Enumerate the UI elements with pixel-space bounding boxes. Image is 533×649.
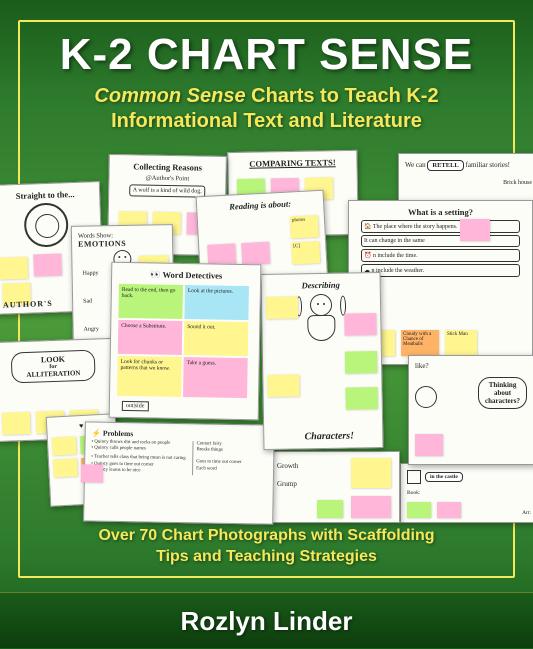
chart-bottom-right: in the castle Book: Art: <box>400 463 533 523</box>
chart-thinking: like? Thinking about characters? <box>408 355 533 465</box>
chart-problems: ⚡ Problems • Quincy throws dirt and rock… <box>83 421 275 524</box>
chart-describing: Describing Characters! <box>260 272 383 450</box>
chart-growth: Growth Grump <box>270 451 400 523</box>
alliteration-cloud: LOOK for ALLITERATION <box>11 350 96 384</box>
subtitle-italic: Common Sense <box>94 85 245 107</box>
subtitle-line2: Informational Text and Literature <box>111 110 422 132</box>
subtitle: Common Sense Charts to Teach K-2 Informa… <box>30 84 503 134</box>
bottom-tagline: Over 70 Chart Photographs with Scaffoldi… <box>0 526 533 568</box>
author-name: Rozlyn Linder <box>181 606 353 636</box>
chart-detectives: 👀 Word Detectives Read to the end, then … <box>109 262 262 421</box>
main-title: K-2 CHART SENSE <box>30 30 503 80</box>
square-icon <box>407 470 421 484</box>
author-bar: Rozlyn Linder <box>0 592 533 648</box>
title-block: K-2 CHART SENSE Common Sense Charts to T… <box>0 0 533 144</box>
subtitle-rest: Charts to Teach K-2 <box>246 85 439 107</box>
girl-icon <box>301 294 342 342</box>
thinking-cloud: Thinking about characters? <box>478 377 527 409</box>
face-icon <box>415 386 437 408</box>
chart-collage: Straight to the... AUTHOR'S Collecting R… <box>0 155 533 525</box>
target-icon <box>23 202 69 248</box>
